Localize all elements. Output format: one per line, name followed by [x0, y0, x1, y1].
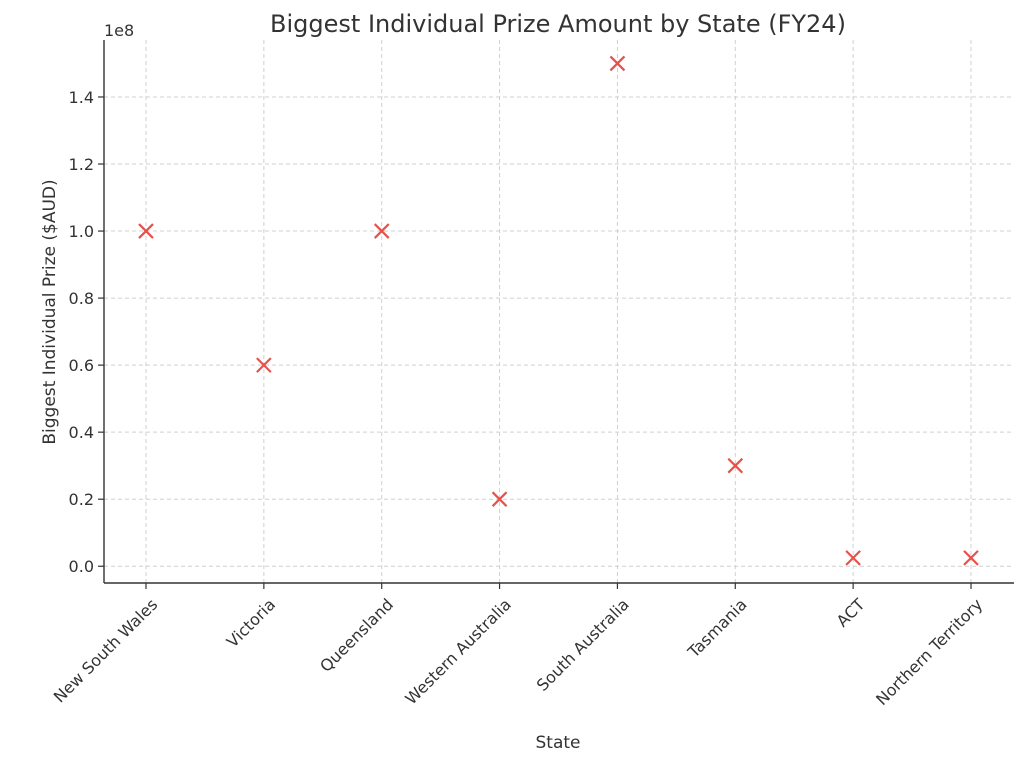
y-axis-label: Biggest Individual Prize ($AUD)	[40, 179, 60, 444]
y-tick-label: 0.0	[69, 557, 94, 576]
data-point	[727, 457, 744, 474]
data-point	[491, 491, 508, 507]
x-tick-label: Northern Territory	[872, 595, 986, 709]
x-tick-label: New South Wales	[50, 595, 162, 707]
y-axis-offset-label: 1e8	[104, 21, 134, 40]
y-tick-label: 1.4	[69, 88, 94, 107]
data-point	[963, 550, 979, 566]
y-tick-label: 1.0	[69, 222, 94, 241]
y-tick-label: 0.4	[69, 423, 94, 442]
grid-lines	[104, 40, 1014, 583]
x-tick-label: Queensland	[316, 595, 397, 676]
y-tick-label: 0.2	[69, 490, 94, 509]
data-point	[138, 223, 154, 239]
x-tick-label: ACT	[833, 595, 869, 631]
x-tick-label: South Australia	[533, 595, 633, 695]
y-axis-ticks: 0.0 0.2 0.4 0.6 0.8 1.0 1.2 1.4	[69, 88, 104, 576]
chart-title: Biggest Individual Prize Amount by State…	[270, 10, 846, 38]
y-tick-label: 0.6	[69, 356, 94, 375]
data-point	[609, 55, 626, 72]
x-tick-label: Victoria	[223, 595, 279, 651]
data-point	[256, 357, 272, 373]
x-tick-label: Western Australia	[401, 595, 514, 708]
y-tick-label: 0.8	[69, 289, 94, 308]
x-axis-label: State	[536, 733, 581, 753]
y-tick-label: 1.2	[69, 155, 94, 174]
data-point	[845, 550, 861, 566]
x-tick-label: Tasmania	[683, 595, 750, 662]
axes-spines	[103, 40, 1014, 584]
data-points	[138, 55, 979, 566]
data-point	[373, 223, 390, 239]
x-axis-ticks: New South Wales Victoria Queensland Western…	[50, 583, 986, 709]
